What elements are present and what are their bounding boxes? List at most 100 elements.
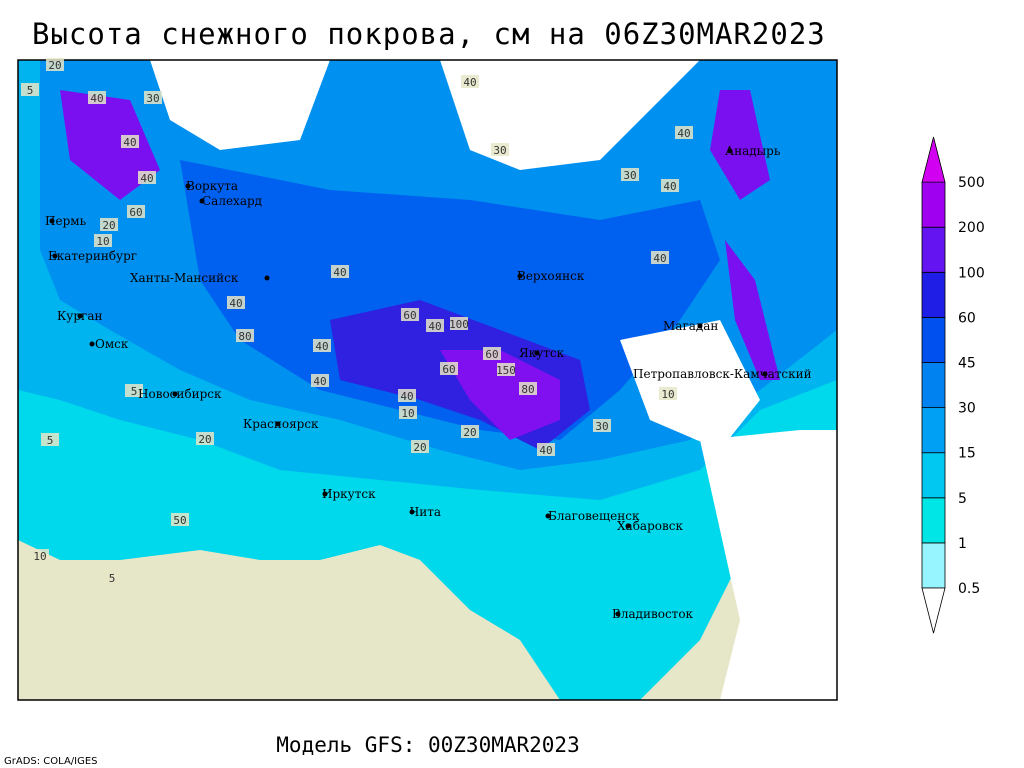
city-label: Петропавловск-Камчатский <box>633 367 812 381</box>
city-dot <box>52 253 58 259</box>
contour-label: 20 <box>48 59 61 72</box>
colorbar-top <box>921 136 946 183</box>
contour-label-bg <box>236 329 254 342</box>
contour-label-bg <box>21 83 39 96</box>
contour-label: 60 <box>403 309 416 322</box>
map-frame <box>17 59 838 701</box>
city-label: Магадан <box>663 319 718 333</box>
contour-label: 10 <box>661 388 674 401</box>
city-dot <box>89 341 95 347</box>
contour-label-bg <box>483 347 501 360</box>
contour-label-bg <box>103 571 121 584</box>
contour-label: 40 <box>229 297 242 310</box>
model-label: Модель GFS: 00Z30MAR2023 <box>276 733 579 757</box>
colorbar-box <box>921 226 946 273</box>
contour-label-bg <box>440 362 458 375</box>
contour-label-bg <box>461 425 479 438</box>
contour-label: 40 <box>140 172 153 185</box>
contour-label: 10 <box>96 235 109 248</box>
contour-label: 30 <box>595 420 608 433</box>
colorbar-label: 5 <box>958 491 967 507</box>
contour-label-bg <box>311 374 329 387</box>
credit: GrADS: COLA/IGES <box>4 756 98 767</box>
contour-label-bg <box>401 308 419 321</box>
contour-label-bg <box>621 168 639 181</box>
contour-label-bg <box>138 171 156 184</box>
contour-label: 60 <box>485 348 498 361</box>
city-dot <box>517 273 523 279</box>
contour-label: 40 <box>90 92 103 105</box>
contour-label: 20 <box>198 433 211 446</box>
city-dot <box>275 421 281 427</box>
colorbar-box <box>921 316 946 363</box>
colorbar-label: 500 <box>958 175 985 191</box>
city-label: Пермь <box>45 214 87 228</box>
contour-label-bg <box>313 339 331 352</box>
city-dot <box>185 183 191 189</box>
contour-label: 40 <box>315 340 328 353</box>
city-label: Новосибирск <box>138 387 222 401</box>
snow-100 <box>440 350 560 440</box>
contour-label-bg <box>171 513 189 526</box>
contour-label: 150 <box>496 364 516 377</box>
city-label: Омск <box>95 337 129 351</box>
contour-label: 40 <box>539 444 552 457</box>
contour-label-bg <box>196 432 214 445</box>
colorbar-bottom <box>921 587 946 634</box>
contour-label-bg <box>31 549 49 562</box>
sea <box>150 60 837 700</box>
contour-label: 40 <box>677 127 690 140</box>
city-dot <box>77 313 83 319</box>
contour-label-bg <box>450 317 468 330</box>
contour-label: 40 <box>123 136 136 149</box>
city-dot <box>697 323 703 329</box>
contour-label: 80 <box>238 330 251 343</box>
colorbar-label: 200 <box>958 220 985 236</box>
colorbar-box <box>921 542 946 589</box>
city-dot <box>264 275 270 281</box>
colorbar-box <box>921 181 946 228</box>
snow-high <box>60 90 780 380</box>
city-label: Салехард <box>202 194 262 208</box>
colorbar-box <box>921 497 946 544</box>
city-dot <box>545 513 551 519</box>
contour-label-bg <box>94 234 112 247</box>
contour-label: 40 <box>400 390 413 403</box>
contour-label-bg <box>497 363 515 376</box>
contour-label: 30 <box>493 144 506 157</box>
city-label: Ханты-Мансийск <box>130 271 239 285</box>
city-label: Екатеринбург <box>48 249 137 263</box>
contour-label-bg <box>41 433 59 446</box>
contour-label-bg <box>519 382 537 395</box>
contour-label-bg <box>411 440 429 453</box>
city-dot <box>199 198 205 204</box>
city-label: Красноярск <box>243 417 319 431</box>
contour-label: 5 <box>131 385 138 398</box>
city-dot <box>409 509 415 515</box>
city-label: Владивосток <box>612 607 694 621</box>
city-label: Иркутск <box>322 487 376 501</box>
colorbar-label: 100 <box>958 265 985 281</box>
contour-label-bg <box>537 443 555 456</box>
colorbar-label: 15 <box>958 446 976 462</box>
city-dot <box>322 491 328 497</box>
city-dot <box>49 218 55 224</box>
contour-label: 40 <box>653 252 666 265</box>
contour-label-bg <box>398 389 416 402</box>
colorbar-label: 60 <box>958 310 976 326</box>
contour-label: 40 <box>333 266 346 279</box>
city-label: Благовещенск <box>548 509 640 523</box>
city-dot <box>534 350 540 356</box>
contour-label-bg <box>331 265 349 278</box>
contour-label: 40 <box>663 180 676 193</box>
contour-label: 20 <box>463 426 476 439</box>
colorbar-box <box>921 452 946 499</box>
title: Высота снежного покрова, см на 06Z30MAR2… <box>32 17 826 51</box>
contour-label-bg <box>461 75 479 88</box>
colorbar-label: 45 <box>958 356 976 372</box>
contour-label: 60 <box>129 206 142 219</box>
contour-label-bg <box>426 319 444 332</box>
contour-label-bg <box>121 135 139 148</box>
